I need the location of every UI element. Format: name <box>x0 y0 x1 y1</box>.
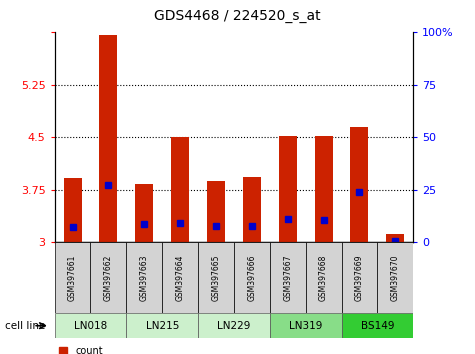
Legend: count, percentile rank within the sample: count, percentile rank within the sample <box>59 347 240 354</box>
Bar <box>162 242 198 313</box>
Bar <box>198 313 270 338</box>
Text: GSM397666: GSM397666 <box>247 255 257 301</box>
Bar <box>135 184 153 242</box>
Bar <box>198 242 234 313</box>
Text: GSM397661: GSM397661 <box>68 255 77 301</box>
Text: GSM397668: GSM397668 <box>319 255 328 301</box>
Text: GDS4468 / 224520_s_at: GDS4468 / 224520_s_at <box>154 9 321 23</box>
Bar <box>270 242 306 313</box>
Text: GSM397664: GSM397664 <box>176 255 185 301</box>
Text: BS149: BS149 <box>361 321 394 331</box>
Bar <box>342 242 378 313</box>
Text: GSM397662: GSM397662 <box>104 255 113 301</box>
Text: LN229: LN229 <box>217 321 251 331</box>
Bar <box>386 234 404 242</box>
Bar <box>91 242 126 313</box>
Bar <box>126 242 162 313</box>
Bar <box>342 313 413 338</box>
Bar <box>314 136 332 242</box>
Text: LN018: LN018 <box>74 321 107 331</box>
Text: GSM397669: GSM397669 <box>355 255 364 301</box>
Bar <box>279 137 297 242</box>
Bar <box>378 242 413 313</box>
Bar <box>351 127 369 242</box>
Bar <box>126 313 198 338</box>
Bar <box>270 313 342 338</box>
Text: GSM397663: GSM397663 <box>140 255 149 301</box>
Text: LN215: LN215 <box>145 321 179 331</box>
Text: LN319: LN319 <box>289 321 323 331</box>
Bar <box>55 242 91 313</box>
Text: GSM397665: GSM397665 <box>211 255 220 301</box>
Bar <box>99 35 117 242</box>
Bar <box>207 181 225 242</box>
Bar <box>171 137 189 242</box>
Bar <box>64 178 82 242</box>
Text: cell line: cell line <box>5 321 45 331</box>
Bar <box>306 242 342 313</box>
Bar <box>243 177 261 242</box>
Bar <box>55 313 126 338</box>
Text: GSM397670: GSM397670 <box>391 255 400 301</box>
Bar <box>234 242 270 313</box>
Text: GSM397667: GSM397667 <box>283 255 292 301</box>
